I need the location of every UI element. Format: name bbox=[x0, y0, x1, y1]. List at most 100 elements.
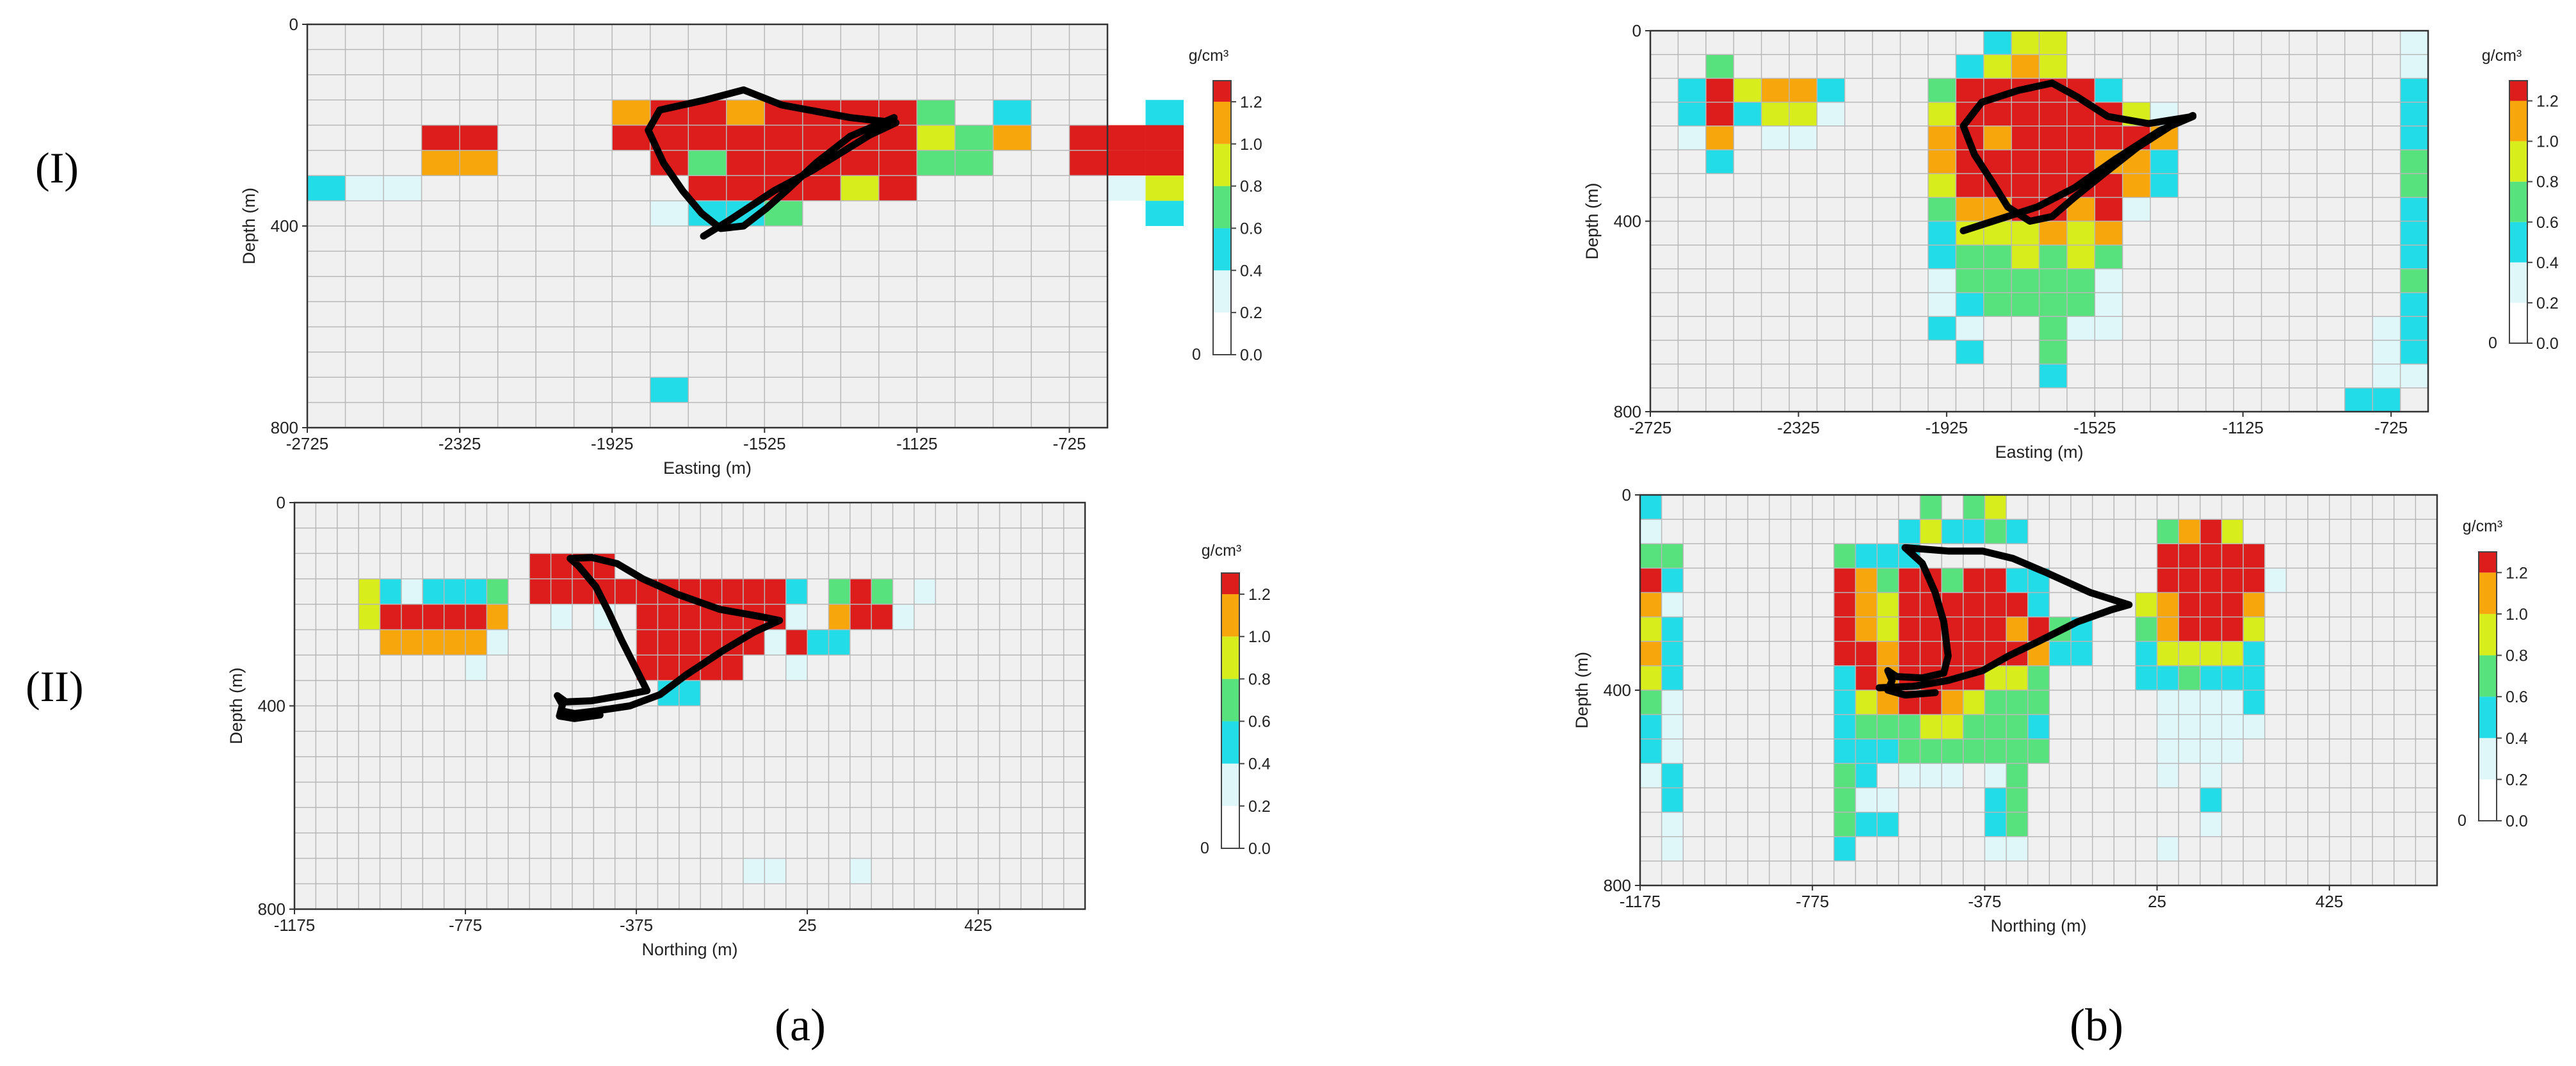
heatmap-cell bbox=[2243, 690, 2265, 715]
heatmap-cell bbox=[2006, 836, 2028, 861]
colorbar-segment bbox=[2509, 181, 2527, 222]
heatmap-cell bbox=[2157, 544, 2179, 569]
y-tick-label: 800 bbox=[1604, 876, 1631, 895]
heatmap-cell bbox=[2400, 293, 2428, 317]
heatmap-cell bbox=[2221, 739, 2244, 764]
colorbar-segment bbox=[2479, 697, 2497, 738]
heatmap-cell bbox=[2178, 544, 2200, 569]
heatmap-cell bbox=[2006, 617, 2028, 642]
heatmap-cell bbox=[657, 655, 679, 681]
y-axis-label: Depth (m) bbox=[1582, 182, 1602, 259]
heatmap-cell bbox=[764, 150, 803, 176]
heatmap-cell bbox=[2150, 149, 2178, 174]
heatmap-cell bbox=[423, 629, 444, 656]
colorbar-tick-label: 0.2 bbox=[1240, 304, 1262, 322]
heatmap-cell bbox=[2264, 568, 2287, 593]
heatmap-cell bbox=[726, 125, 765, 150]
heatmap-cell bbox=[2200, 568, 2222, 593]
heatmap-cell bbox=[612, 125, 650, 150]
y-tick-label: 0 bbox=[289, 15, 298, 34]
heatmap-cell bbox=[2006, 519, 2028, 544]
heatmap-cells bbox=[358, 553, 936, 884]
heatmap-cell bbox=[1898, 519, 1920, 544]
grid-lines bbox=[294, 502, 1086, 910]
heatmap-cell bbox=[1963, 739, 1985, 764]
y-tick-label: 800 bbox=[1614, 402, 1641, 421]
heatmap-cell bbox=[1661, 568, 1684, 593]
heatmap-cell bbox=[529, 553, 551, 579]
heatmap-cell bbox=[1640, 690, 1662, 715]
colorbar-zero-label: 0 bbox=[1192, 346, 1201, 364]
heatmap-cell bbox=[444, 629, 466, 656]
x-tick-label: -2725 bbox=[1629, 418, 1672, 437]
panel-Ib: -2725 -2325 -1925 -1525 -1125 -725 0 400 800 East… bbox=[1582, 21, 2559, 462]
x-axis-label: Easting (m) bbox=[1995, 442, 2083, 462]
heatmap-cell bbox=[1640, 739, 1662, 764]
heatmap-cell bbox=[1833, 763, 1856, 788]
heatmap-cell bbox=[2027, 715, 2050, 739]
heatmap-cell bbox=[1661, 665, 1684, 690]
heatmap-cell bbox=[2095, 197, 2123, 222]
heatmap-cell bbox=[1817, 78, 1845, 102]
heatmap-cell bbox=[954, 150, 994, 176]
colorbar-segment bbox=[2479, 613, 2497, 656]
heatmap-cell bbox=[2027, 592, 2050, 617]
heatmap-cell bbox=[1678, 78, 1706, 102]
heatmap-cell bbox=[1928, 245, 1956, 269]
colorbar: 0.0 0.2 0.4 0.6 0.8 1.0 1.2 0 g/cm³ bbox=[2482, 47, 2559, 353]
heatmap-cell bbox=[1877, 592, 1899, 617]
heatmap-cell bbox=[1956, 174, 1984, 198]
heatmap-cell bbox=[2400, 102, 2428, 126]
heatmap-cell bbox=[2070, 641, 2093, 666]
heatmap-cell bbox=[1833, 617, 1856, 642]
heatmap-cell bbox=[688, 125, 727, 150]
heatmap-cell bbox=[487, 604, 508, 630]
heatmap-cell bbox=[2400, 221, 2428, 245]
heatmap-cell bbox=[2400, 268, 2428, 293]
heatmap-cell bbox=[1640, 715, 1662, 739]
y-tick-label: 0 bbox=[1622, 485, 1631, 505]
heatmap-cell bbox=[1956, 268, 1984, 293]
heatmap-cell bbox=[1942, 592, 1963, 617]
heatmap-cell bbox=[2243, 715, 2265, 739]
heatmap-cell bbox=[2221, 519, 2244, 544]
x-tick-label: -1175 bbox=[274, 916, 316, 935]
heatmap-cell bbox=[2243, 665, 2265, 690]
heatmap-cell bbox=[2221, 568, 2244, 593]
heatmap-cell bbox=[1963, 568, 1985, 593]
heatmap-cell bbox=[2243, 568, 2265, 593]
heatmap-cell bbox=[2221, 641, 2244, 666]
colorbar-segment bbox=[2479, 552, 2497, 573]
heatmap-cell bbox=[1734, 102, 1762, 126]
colorbar-tick-label: 0.4 bbox=[1248, 755, 1271, 773]
heatmap-cell bbox=[2011, 293, 2040, 317]
heatmap-cell bbox=[2221, 617, 2244, 642]
heatmap-cell bbox=[1833, 690, 1856, 715]
heatmap-cell bbox=[401, 629, 423, 656]
heatmap-cell bbox=[1983, 54, 2012, 79]
colorbar-segment bbox=[1213, 312, 1231, 355]
heatmap-cell bbox=[2221, 665, 2244, 690]
heatmap-cell bbox=[802, 175, 841, 201]
colorbar-segment bbox=[2509, 81, 2527, 101]
heatmap-cell bbox=[2039, 31, 2067, 55]
colorbar-frame bbox=[2509, 80, 2528, 344]
grid-lines bbox=[1639, 494, 2438, 886]
heatmap-cell bbox=[1920, 495, 1942, 520]
y-axis-label: Depth (m) bbox=[1572, 652, 1591, 729]
heatmap-cell bbox=[849, 579, 872, 604]
heatmap-cell bbox=[612, 100, 650, 125]
heatmap-cell bbox=[2135, 641, 2157, 666]
heatmap-cell bbox=[2006, 787, 2028, 812]
colorbar-segment bbox=[2479, 738, 2497, 780]
heatmap-cell bbox=[2011, 149, 2040, 174]
heatmap-cell bbox=[2200, 690, 2222, 715]
colorbar-tick-label: 0.2 bbox=[2536, 295, 2559, 312]
heatmap-cell bbox=[1928, 316, 1956, 341]
heatmap-cell bbox=[2243, 641, 2265, 666]
heatmap-cell bbox=[1789, 102, 1817, 126]
heatmap-cell bbox=[401, 579, 423, 604]
heatmap-cell bbox=[2011, 102, 2040, 126]
heatmap-cell bbox=[1661, 836, 1684, 861]
heatmap-cell bbox=[2006, 812, 2028, 837]
